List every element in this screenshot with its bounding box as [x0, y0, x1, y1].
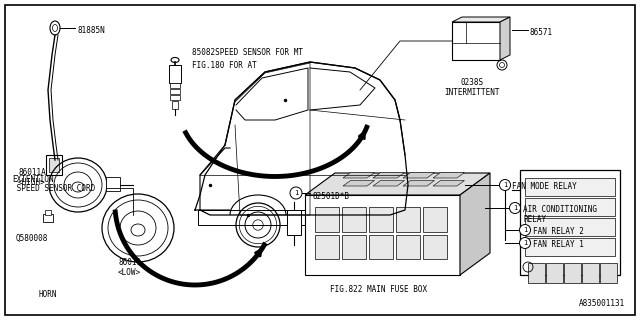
- Polygon shape: [305, 173, 490, 195]
- Polygon shape: [452, 17, 510, 22]
- Circle shape: [520, 225, 531, 236]
- Text: 82501D*B: 82501D*B: [312, 191, 349, 201]
- Bar: [342, 207, 366, 231]
- Polygon shape: [500, 17, 510, 60]
- Polygon shape: [460, 173, 490, 275]
- Text: FIG.180 FOR AT: FIG.180 FOR AT: [192, 60, 257, 69]
- Bar: [170, 83, 180, 88]
- Text: SPEED SENSOR CORD: SPEED SENSOR CORD: [12, 184, 95, 193]
- Text: 1: 1: [294, 190, 298, 196]
- Text: 0238S: 0238S: [460, 78, 483, 87]
- Bar: [369, 235, 393, 259]
- Text: <LOW>: <LOW>: [118, 268, 141, 277]
- Circle shape: [499, 180, 511, 190]
- Bar: [546, 263, 563, 283]
- Polygon shape: [433, 172, 465, 178]
- Bar: [396, 235, 420, 259]
- Bar: [315, 207, 339, 231]
- Polygon shape: [373, 180, 404, 186]
- Text: 85082SPEED SENSOR FOR MT: 85082SPEED SENSOR FOR MT: [192, 47, 303, 57]
- Bar: [169, 65, 181, 83]
- Bar: [287, 210, 301, 235]
- Bar: [106, 177, 120, 191]
- Circle shape: [520, 237, 531, 249]
- Bar: [172, 101, 178, 109]
- Circle shape: [290, 187, 302, 199]
- Bar: [43, 214, 53, 222]
- Text: FAN RELAY 2: FAN RELAY 2: [533, 227, 584, 236]
- Text: Q580008: Q580008: [16, 234, 49, 243]
- Text: 1: 1: [523, 240, 527, 246]
- Polygon shape: [305, 195, 460, 275]
- Bar: [342, 235, 366, 259]
- Bar: [520, 170, 620, 275]
- Bar: [525, 238, 615, 256]
- Text: HORN: HORN: [38, 290, 56, 299]
- Bar: [452, 22, 500, 60]
- Bar: [600, 263, 617, 283]
- Text: 86011A: 86011A: [18, 168, 45, 177]
- Polygon shape: [343, 180, 374, 186]
- Bar: [528, 263, 545, 283]
- Bar: [369, 207, 393, 231]
- Bar: [525, 218, 615, 236]
- Text: 1: 1: [513, 205, 517, 211]
- Bar: [396, 207, 420, 231]
- Bar: [49, 158, 59, 172]
- Polygon shape: [373, 172, 404, 178]
- Bar: [423, 235, 447, 259]
- Text: 1: 1: [523, 227, 527, 233]
- Text: FAN RELAY 1: FAN RELAY 1: [533, 239, 584, 249]
- Bar: [45, 210, 51, 215]
- Text: 1: 1: [503, 182, 507, 188]
- Bar: [564, 263, 581, 283]
- Text: AIR CONDITIONING: AIR CONDITIONING: [523, 204, 597, 213]
- Polygon shape: [403, 180, 435, 186]
- Bar: [170, 89, 180, 94]
- Bar: [315, 235, 339, 259]
- Bar: [582, 263, 599, 283]
- Circle shape: [509, 203, 520, 213]
- Bar: [170, 95, 180, 100]
- Text: INTERMITTENT: INTERMITTENT: [444, 88, 499, 97]
- Text: 86011: 86011: [118, 258, 141, 267]
- Text: RELAY: RELAY: [523, 214, 546, 223]
- Polygon shape: [343, 172, 374, 178]
- Bar: [198, 210, 408, 225]
- Text: 86571: 86571: [530, 28, 553, 36]
- Text: FIG.822 MAIN FUSE BOX: FIG.822 MAIN FUSE BOX: [330, 285, 427, 294]
- Bar: [423, 207, 447, 231]
- Polygon shape: [403, 172, 435, 178]
- Text: A835001131: A835001131: [579, 299, 625, 308]
- Text: 81885N: 81885N: [77, 26, 105, 35]
- Bar: [525, 198, 615, 216]
- Bar: [46, 155, 62, 175]
- Bar: [525, 178, 615, 196]
- Text: FAN MODE RELAY: FAN MODE RELAY: [512, 181, 577, 190]
- Polygon shape: [433, 180, 465, 186]
- Text: <HIGH>: <HIGH>: [18, 178, 45, 187]
- Text: EXTENTION: EXTENTION: [12, 175, 54, 184]
